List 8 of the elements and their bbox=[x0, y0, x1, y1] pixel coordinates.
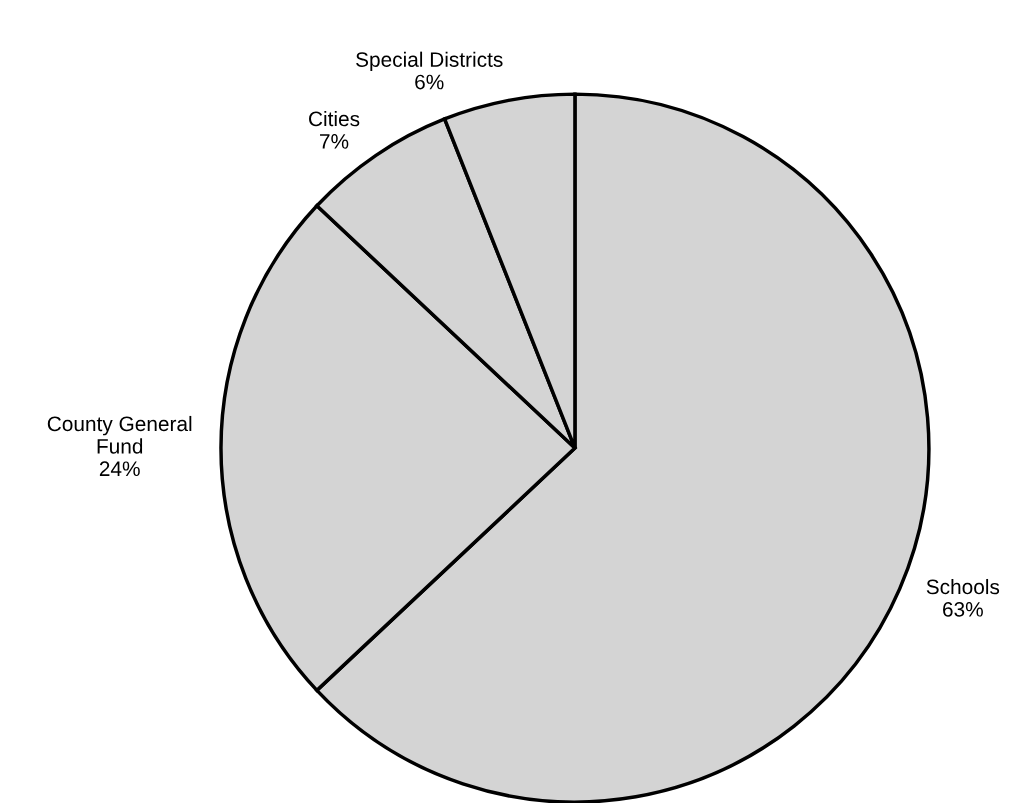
data-label: 24% bbox=[99, 461, 140, 477]
slice-label: County General Fund bbox=[47, 415, 192, 454]
slice-label: Schools bbox=[926, 578, 1000, 595]
data-label: 7% bbox=[320, 134, 349, 149]
slice-label: Cities bbox=[309, 110, 360, 127]
slice-label: Special Districts bbox=[356, 51, 503, 72]
data-label: 63% bbox=[943, 601, 983, 617]
data-label: 6% bbox=[415, 74, 444, 90]
